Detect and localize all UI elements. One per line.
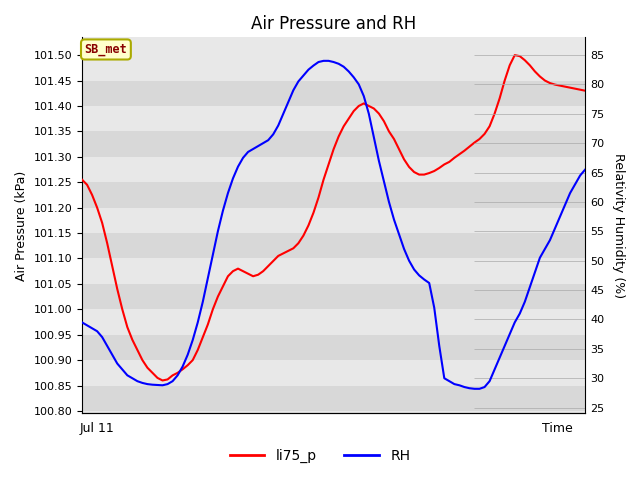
li75_p	[113, 286, 121, 292]
Bar	[82, 132, 585, 157]
Bar	[82, 258, 585, 284]
Bar	[82, 55, 585, 81]
li75_p	[511, 52, 518, 58]
Bar	[82, 106, 585, 132]
Title: Air Pressure and RH: Air Pressure and RH	[251, 15, 416, 33]
li75_p	[209, 306, 217, 312]
Bar	[82, 81, 585, 106]
li75_p	[78, 177, 86, 182]
RH	[470, 386, 478, 392]
Bar	[82, 309, 585, 335]
Text: Time: Time	[542, 422, 573, 435]
Bar	[82, 233, 585, 258]
li75_p	[385, 129, 393, 134]
Bar	[82, 182, 585, 208]
RH	[113, 360, 121, 366]
RH	[78, 320, 86, 325]
RH	[320, 58, 328, 64]
Text: Jul 11: Jul 11	[80, 422, 115, 435]
Bar	[82, 360, 585, 385]
li75_p	[159, 378, 166, 384]
Text: SB_met: SB_met	[84, 43, 127, 56]
RH	[581, 167, 589, 172]
Bar	[82, 208, 585, 233]
Y-axis label: Air Pressure (kPa): Air Pressure (kPa)	[15, 170, 28, 280]
RH	[310, 63, 317, 69]
li75_p	[315, 194, 323, 200]
li75_p	[461, 148, 468, 154]
Legend: li75_p, RH: li75_p, RH	[224, 443, 416, 468]
li75_p	[581, 88, 589, 94]
Line: RH: RH	[82, 61, 585, 389]
RH	[435, 343, 443, 349]
RH	[461, 384, 468, 390]
Bar	[82, 284, 585, 309]
Bar	[82, 335, 585, 360]
Bar	[82, 385, 585, 411]
Bar	[82, 157, 585, 182]
li75_p	[435, 165, 443, 171]
Line: li75_p: li75_p	[82, 55, 585, 381]
RH	[385, 199, 393, 205]
Y-axis label: Relativity Humidity (%): Relativity Humidity (%)	[612, 153, 625, 298]
RH	[204, 276, 212, 281]
